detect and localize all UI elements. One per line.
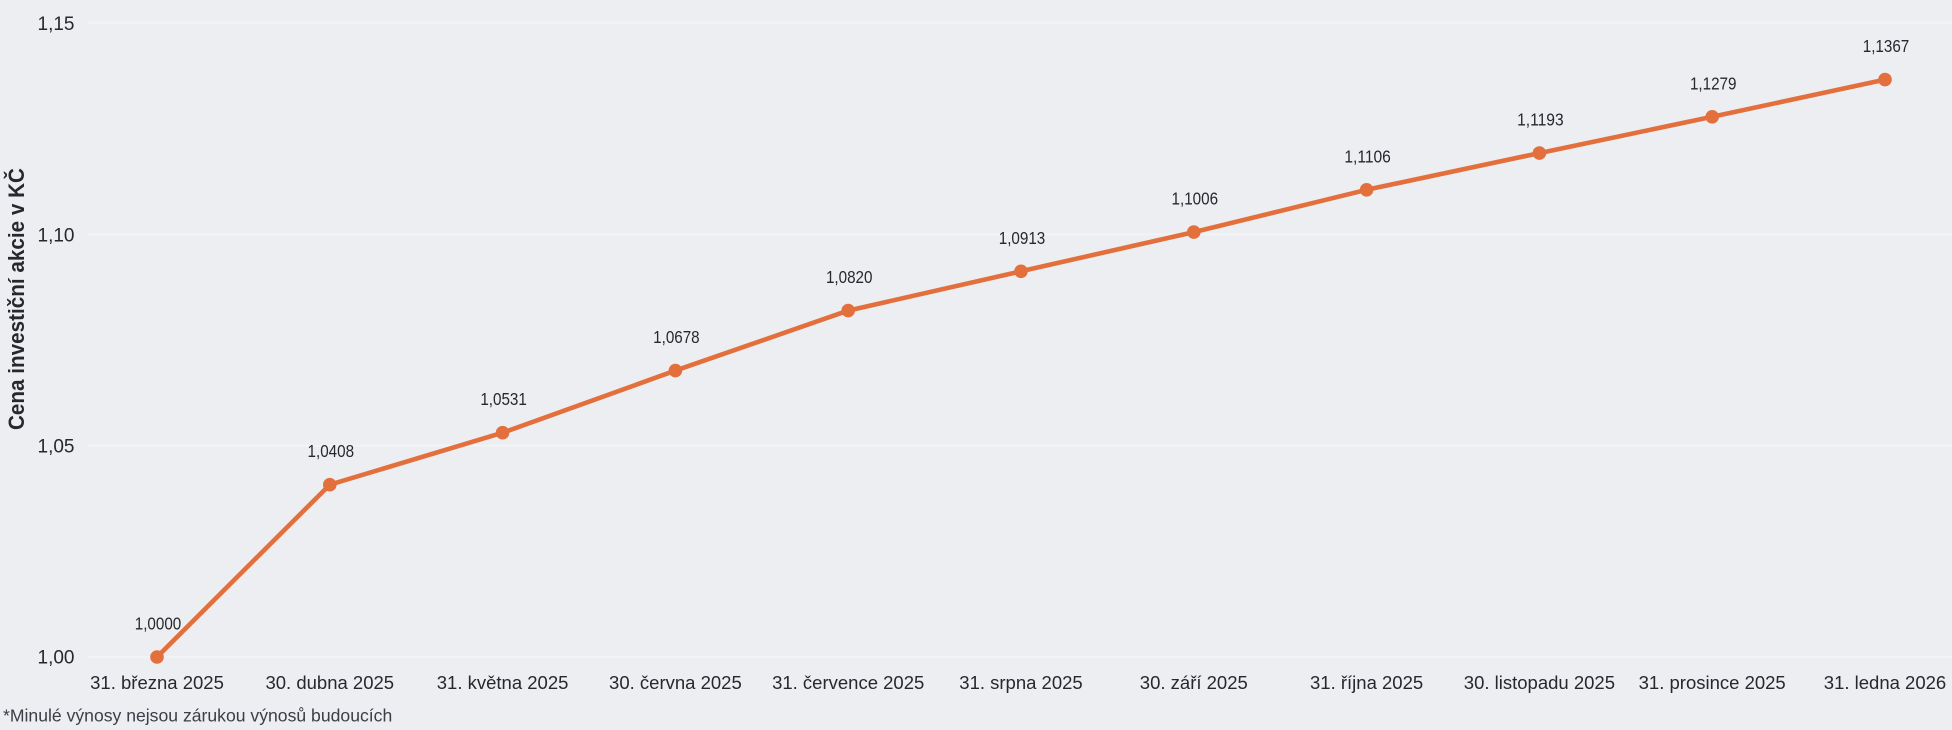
svg-text:1,15: 1,15 xyxy=(38,14,75,35)
svg-text:1,0531: 1,0531 xyxy=(480,389,527,409)
svg-text:1,10: 1,10 xyxy=(38,225,75,246)
svg-text:1,0408: 1,0408 xyxy=(308,441,355,461)
svg-text:1,1367: 1,1367 xyxy=(1863,36,1910,56)
svg-text:1,1279: 1,1279 xyxy=(1690,73,1737,93)
svg-text:30. června 2025: 30. června 2025 xyxy=(609,672,742,693)
svg-text:1,0913: 1,0913 xyxy=(999,228,1046,248)
svg-text:31. května 2025: 31. května 2025 xyxy=(437,672,569,693)
svg-text:31. srpna 2025: 31. srpna 2025 xyxy=(959,672,1082,693)
svg-text:Cena investiční akcie v KČ: Cena investiční akcie v KČ xyxy=(4,168,29,430)
svg-text:31. ledna 2026: 31. ledna 2026 xyxy=(1824,672,1946,693)
svg-text:1,05: 1,05 xyxy=(38,437,75,458)
svg-text:31. října 2025: 31. října 2025 xyxy=(1310,672,1423,693)
svg-text:1,0820: 1,0820 xyxy=(826,267,873,287)
svg-text:1,1006: 1,1006 xyxy=(1172,189,1219,209)
svg-text:30. dubna 2025: 30. dubna 2025 xyxy=(265,672,394,693)
svg-text:1,1193: 1,1193 xyxy=(1517,110,1564,130)
svg-text:1,0678: 1,0678 xyxy=(653,327,700,347)
svg-text:*Minulé výnosy nejsou zárukou: *Minulé výnosy nejsou zárukou výnosů bud… xyxy=(3,706,392,726)
svg-text:31. července 2025: 31. července 2025 xyxy=(772,672,924,693)
svg-text:1,00: 1,00 xyxy=(38,648,75,669)
svg-text:30. listopadu 2025: 30. listopadu 2025 xyxy=(1464,672,1615,693)
svg-text:1,1106: 1,1106 xyxy=(1344,146,1391,166)
svg-text:31. března 2025: 31. března 2025 xyxy=(90,672,224,693)
svg-text:31. prosince 2025: 31. prosince 2025 xyxy=(1639,672,1786,693)
svg-text:1,0000: 1,0000 xyxy=(135,614,182,634)
svg-text:30. září 2025: 30. září 2025 xyxy=(1140,672,1248,693)
